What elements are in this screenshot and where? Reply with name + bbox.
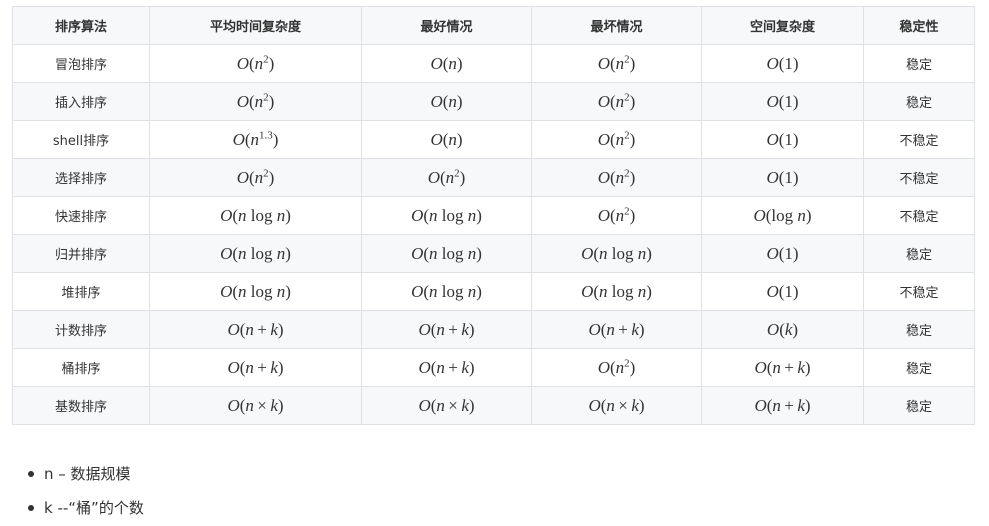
average-time-cell: O(n2) xyxy=(149,82,362,121)
space-complexity-cell: O(1) xyxy=(701,82,864,121)
table-row: 桶排序 O(n + k) O(n + k) O(n2) O(n + k) 稳定 xyxy=(12,348,975,387)
best-case-cell: O(n log n) xyxy=(361,196,532,235)
header-space-complexity: 空间复杂度 xyxy=(701,6,864,45)
worst-case-cell: O(n2) xyxy=(531,82,702,121)
algorithm-name-cell: 基数排序 xyxy=(12,386,150,425)
algorithm-name-cell: 计数排序 xyxy=(12,310,150,349)
algorithm-name-cell: 冒泡排序 xyxy=(12,44,150,83)
bullet-icon xyxy=(28,505,34,511)
average-time-cell: O(n log n) xyxy=(149,272,362,311)
space-complexity-cell: O(k) xyxy=(701,310,864,349)
header-worst-case: 最坏情况 xyxy=(531,6,702,45)
table-row: 冒泡排序 O(n2) O(n) O(n2) O(1) 稳定 xyxy=(12,44,975,83)
worst-case-cell: O(n2) xyxy=(531,158,702,197)
note-text: n – 数据规模 xyxy=(44,465,131,483)
algorithm-name-cell: 快速排序 xyxy=(12,196,150,235)
stability-cell: 不稳定 xyxy=(863,120,975,159)
average-time-cell: O(n2) xyxy=(149,44,362,83)
average-time-cell: O(n + k) xyxy=(149,310,362,349)
space-complexity-cell: O(1) xyxy=(701,234,864,273)
note-text: k --“桶”的个数 xyxy=(44,499,144,517)
table-header-row: 排序算法 平均时间复杂度 最好情况 最坏情况 空间复杂度 稳定性 xyxy=(12,6,975,45)
average-time-cell: O(n1.3) xyxy=(149,120,362,159)
list-item: n – 数据规模 xyxy=(28,458,144,492)
algorithm-name-cell: 插入排序 xyxy=(12,82,150,121)
average-time-cell: O(n log n) xyxy=(149,234,362,273)
sorting-complexity-table: 排序算法 平均时间复杂度 最好情况 最坏情况 空间复杂度 稳定性 冒泡排序 O(n… xyxy=(12,6,975,425)
header-best-case: 最好情况 xyxy=(361,6,532,45)
list-item: k --“桶”的个数 xyxy=(28,492,144,526)
best-case-cell: O(n × k) xyxy=(361,386,532,425)
stability-cell: 不稳定 xyxy=(863,196,975,235)
header-average-time: 平均时间复杂度 xyxy=(149,6,362,45)
worst-case-cell: O(n log n) xyxy=(531,272,702,311)
stability-cell: 稳定 xyxy=(863,310,975,349)
space-complexity-cell: O(1) xyxy=(701,272,864,311)
space-complexity-cell: O(log n) xyxy=(701,196,864,235)
worst-case-cell: O(n + k) xyxy=(531,310,702,349)
best-case-cell: O(n) xyxy=(361,82,532,121)
stability-cell: 稳定 xyxy=(863,348,975,387)
worst-case-cell: O(n2) xyxy=(531,196,702,235)
table-row: 归并排序 O(n log n) O(n log n) O(n log n) O(1) 稳定 xyxy=(12,234,975,273)
average-time-cell: O(n + k) xyxy=(149,348,362,387)
space-complexity-cell: O(1) xyxy=(701,44,864,83)
best-case-cell: O(n) xyxy=(361,44,532,83)
header-algorithm: 排序算法 xyxy=(12,6,150,45)
table-row: 选择排序 O(n2) O(n2) O(n2) O(1) 不稳定 xyxy=(12,158,975,197)
stability-cell: 稳定 xyxy=(863,44,975,83)
average-time-cell: O(n2) xyxy=(149,158,362,197)
best-case-cell: O(n log n) xyxy=(361,234,532,273)
algorithm-name-cell: 堆排序 xyxy=(12,272,150,311)
stability-cell: 稳定 xyxy=(863,386,975,425)
table-row: 堆排序 O(n log n) O(n log n) O(n log n) O(1) 不稳定 xyxy=(12,272,975,311)
worst-case-cell: O(n × k) xyxy=(531,386,702,425)
worst-case-cell: O(n2) xyxy=(531,44,702,83)
best-case-cell: O(n) xyxy=(361,120,532,159)
stability-cell: 稳定 xyxy=(863,82,975,121)
space-complexity-cell: O(n + k) xyxy=(701,348,864,387)
table-row: 基数排序 O(n × k) O(n × k) O(n × k) O(n + k) 稳定 xyxy=(12,386,975,425)
table-row: 快速排序 O(n log n) O(n log n) O(n2) O(log n) 不稳定 xyxy=(12,196,975,235)
best-case-cell: O(n2) xyxy=(361,158,532,197)
header-stability: 稳定性 xyxy=(863,6,975,45)
stability-cell: 不稳定 xyxy=(863,158,975,197)
notes-list: n – 数据规模 k --“桶”的个数 xyxy=(28,458,144,526)
algorithm-name-cell: shell排序 xyxy=(12,120,150,159)
table-row: 计数排序 O(n + k) O(n + k) O(n + k) O(k) 稳定 xyxy=(12,310,975,349)
bullet-icon xyxy=(28,471,34,477)
worst-case-cell: O(n log n) xyxy=(531,234,702,273)
worst-case-cell: O(n2) xyxy=(531,120,702,159)
table-row: shell排序 O(n1.3) O(n) O(n2) O(1) 不稳定 xyxy=(12,120,975,159)
algorithm-name-cell: 选择排序 xyxy=(12,158,150,197)
stability-cell: 稳定 xyxy=(863,234,975,273)
space-complexity-cell: O(n + k) xyxy=(701,386,864,425)
algorithm-name-cell: 桶排序 xyxy=(12,348,150,387)
average-time-cell: O(n log n) xyxy=(149,196,362,235)
best-case-cell: O(n + k) xyxy=(361,348,532,387)
table-row: 插入排序 O(n2) O(n) O(n2) O(1) 稳定 xyxy=(12,82,975,121)
best-case-cell: O(n + k) xyxy=(361,310,532,349)
space-complexity-cell: O(1) xyxy=(701,158,864,197)
stability-cell: 不稳定 xyxy=(863,272,975,311)
average-time-cell: O(n × k) xyxy=(149,386,362,425)
space-complexity-cell: O(1) xyxy=(701,120,864,159)
best-case-cell: O(n log n) xyxy=(361,272,532,311)
algorithm-name-cell: 归并排序 xyxy=(12,234,150,273)
worst-case-cell: O(n2) xyxy=(531,348,702,387)
